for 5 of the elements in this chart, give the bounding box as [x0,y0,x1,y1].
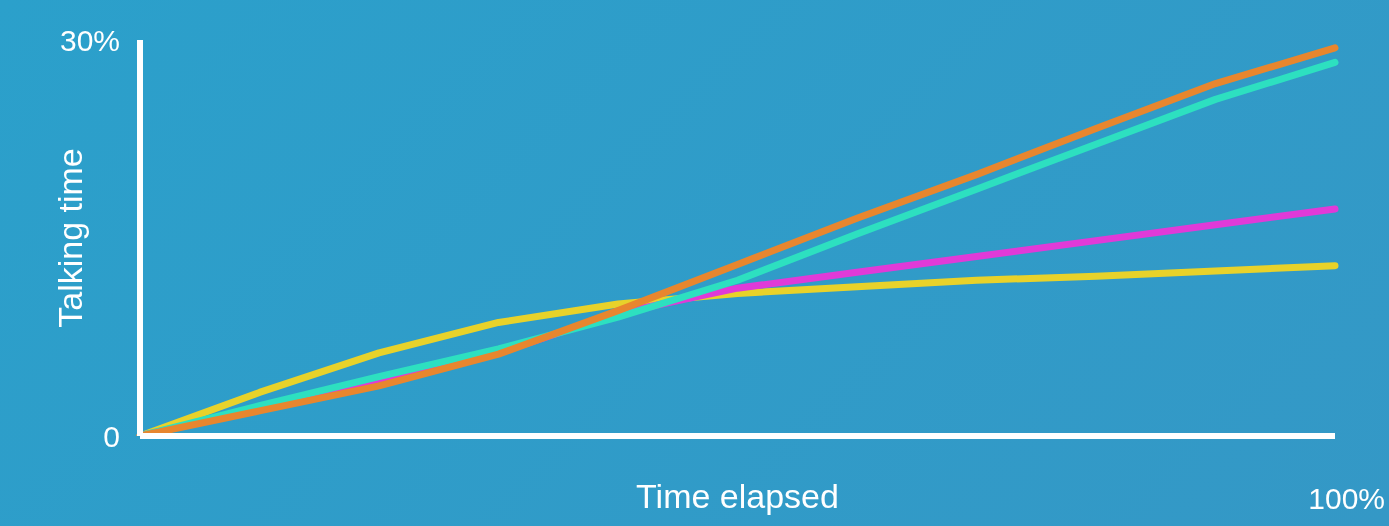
y-axis-title: Talking time [51,148,90,328]
y-tick-label: 30% [59,23,120,57]
y-tick-label: 0 [103,419,120,453]
text: 100% [1308,482,1385,516]
x-axis-title: Time elapsed [636,477,839,515]
